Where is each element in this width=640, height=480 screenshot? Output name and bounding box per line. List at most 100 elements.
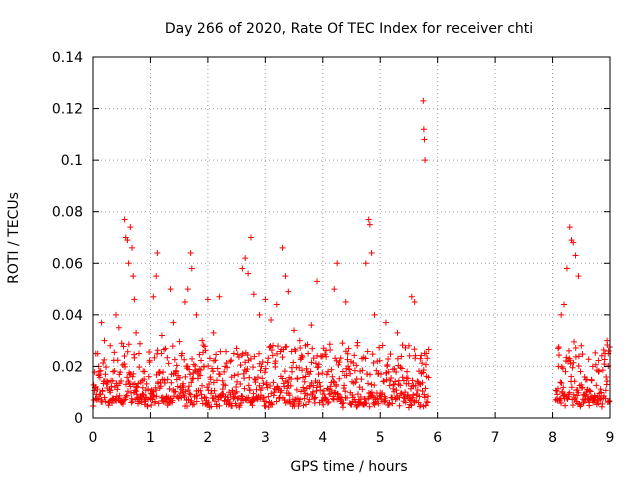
data-point [410, 391, 417, 398]
data-point [388, 374, 395, 381]
data-point [132, 387, 139, 394]
data-point [101, 356, 108, 363]
data-point [329, 373, 336, 380]
data-point [363, 400, 370, 407]
data-point [424, 399, 431, 406]
data-point [189, 355, 196, 362]
data-point [114, 357, 121, 364]
data-point [253, 386, 260, 393]
x-axis-title: GPS time / hours [290, 459, 407, 475]
data-point [425, 346, 432, 353]
data-point [108, 383, 115, 390]
data-point [575, 353, 582, 360]
data-point [327, 347, 334, 354]
data-point [402, 389, 409, 396]
data-point [586, 387, 593, 394]
data-point [222, 348, 229, 355]
data-point [366, 221, 373, 228]
data-point [417, 402, 424, 409]
data-point [153, 393, 160, 400]
data-point [568, 373, 575, 380]
data-point [600, 346, 607, 353]
data-point [245, 394, 252, 401]
data-point [304, 392, 311, 399]
data-point [572, 252, 579, 259]
data-point [273, 301, 280, 308]
data-point [298, 388, 305, 395]
data-point [575, 389, 582, 396]
data-point [119, 401, 126, 408]
data-point [226, 399, 233, 406]
data-point [127, 224, 134, 231]
data-point [169, 343, 176, 350]
y-tick-label: 0.14 [52, 50, 83, 66]
data-point [118, 378, 125, 385]
data-point [100, 360, 107, 367]
data-point [359, 386, 366, 393]
data-point [275, 343, 282, 350]
data-point [593, 382, 600, 389]
data-point [299, 353, 306, 360]
data-point [120, 397, 127, 404]
data-point [273, 398, 280, 405]
data-point [364, 370, 371, 377]
data-point [554, 385, 561, 392]
data-point [327, 383, 334, 390]
data-point [211, 387, 218, 394]
data-point [166, 385, 173, 392]
data-point [394, 355, 401, 362]
data-point [558, 380, 565, 387]
data-point [221, 398, 228, 405]
data-point [562, 402, 569, 409]
data-point [193, 398, 200, 405]
data-point [379, 342, 386, 349]
data-point [419, 387, 426, 394]
data-point [265, 355, 272, 362]
data-point [420, 126, 427, 133]
data-point [422, 402, 429, 409]
data-point [180, 392, 187, 399]
data-point [286, 392, 293, 399]
data-point [343, 372, 350, 379]
data-point [404, 368, 411, 375]
y-tick-label: 0.04 [52, 308, 83, 324]
data-point [309, 345, 316, 352]
data-point [239, 393, 246, 400]
data-point [392, 396, 399, 403]
data-point [421, 394, 428, 401]
data-point [296, 337, 303, 344]
data-point [287, 400, 294, 407]
data-point [420, 369, 427, 376]
data-point [124, 348, 131, 355]
data-point [268, 317, 275, 324]
data-point [586, 402, 593, 409]
data-point [219, 386, 226, 393]
data-point [416, 380, 423, 387]
data-point [558, 311, 565, 318]
data-point [202, 347, 209, 354]
data-point [312, 394, 319, 401]
data-point [268, 347, 275, 354]
data-point [261, 369, 268, 376]
data-point [348, 401, 355, 408]
data-point [237, 362, 244, 369]
data-point [579, 351, 586, 358]
data-point [368, 249, 375, 256]
data-point [424, 393, 431, 400]
data-point [237, 380, 244, 387]
data-point [599, 400, 606, 407]
data-point [208, 403, 215, 410]
data-point [362, 355, 369, 362]
data-point [411, 298, 418, 305]
data-point [414, 386, 421, 393]
data-point [267, 382, 274, 389]
data-point [269, 401, 276, 408]
data-point [344, 394, 351, 401]
x-tick-label: 2 [203, 430, 212, 446]
data-point [244, 365, 251, 372]
data-point [176, 374, 183, 381]
x-tick-label: 7 [491, 430, 500, 446]
data-point [187, 371, 194, 378]
data-point [421, 136, 428, 143]
data-point [172, 388, 179, 395]
